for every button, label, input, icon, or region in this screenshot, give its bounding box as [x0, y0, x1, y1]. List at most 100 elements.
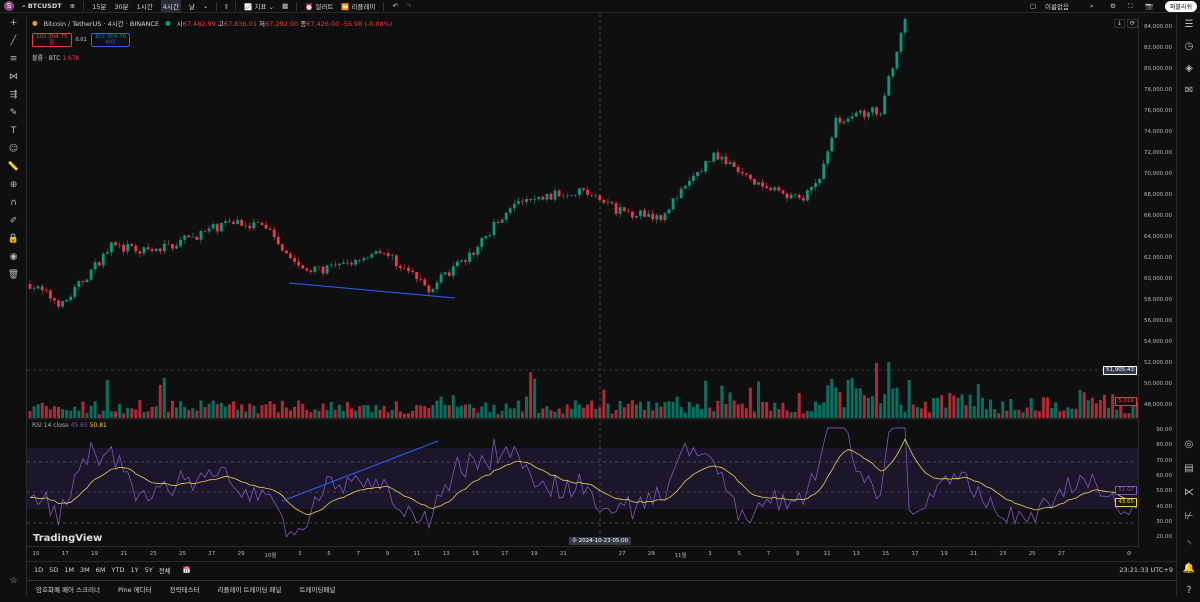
trendline-rsi[interactable] — [281, 440, 439, 502]
trendline-price[interactable] — [288, 282, 456, 299]
time-label: 29 — [647, 551, 655, 557]
volume-bar — [89, 405, 93, 418]
candle — [114, 242, 117, 246]
right-sidebar: ☰ ◷ ◈ ✉ ◎ ▤ ⋉ ⊬ ◝ 🔔 ? — [1176, 14, 1200, 596]
time-axis[interactable]: 15 17 19 21 23 25 27 29 10월 3 5 7 9 11 13 15 17 19 21 27 29 1… — [27, 537, 1138, 560]
star-icon[interactable]: ☆ — [9, 576, 18, 586]
forecast-icon[interactable]: ⇶ — [9, 90, 18, 100]
camera-icon[interactable]: 📷 — [1145, 2, 1154, 10]
layout-icon[interactable]: ▢ — [1030, 2, 1037, 10]
scroll-down-icon[interactable]: ↓ — [1114, 19, 1126, 28]
help-icon[interactable]: ? — [1186, 585, 1192, 596]
range-5D[interactable]: 5D — [49, 565, 59, 574]
candle — [753, 178, 756, 185]
fib-icon[interactable]: ≡ — [9, 54, 18, 64]
zoom-icon[interactable]: ⊕ — [9, 180, 18, 190]
interval-1d[interactable]: 날 — [188, 3, 195, 11]
range-5Y[interactable]: 5Y — [144, 565, 153, 574]
range-1D[interactable]: 1D — [34, 565, 44, 574]
candle — [740, 171, 744, 174]
range-3M[interactable]: 3M — [80, 565, 90, 574]
range-YTD[interactable]: YTD — [111, 565, 125, 574]
avatar[interactable]: S — [4, 1, 14, 11]
symbol-search[interactable]: ⌕ BTCUSDT — [22, 1, 62, 10]
candle — [582, 188, 585, 190]
interval-15m[interactable]: 15분 — [92, 3, 107, 11]
brush-icon[interactable]: ✎ — [9, 108, 18, 118]
undo-icon[interactable]: ↶ — [392, 2, 398, 10]
price-axis[interactable]: 84,000.00 82,000.00 80,000.00 78,000.00 76,0… — [1103, 14, 1176, 548]
bell-icon[interactable]: 🔔 — [1182, 563, 1196, 574]
volume-bar — [647, 401, 651, 418]
gear-icon[interactable]: ⚙ — [1110, 2, 1116, 10]
reset-icon[interactable]: ⟳ — [1127, 19, 1139, 28]
bottom-tab[interactable]: 트레이딩패널 — [299, 585, 336, 594]
volume-bar — [260, 405, 264, 418]
bottom-tab[interactable]: 암호화폐 페어 스크리너 — [36, 585, 100, 594]
candle — [712, 152, 716, 162]
layers-icon[interactable]: ◈ — [1185, 63, 1193, 74]
candle — [329, 264, 333, 266]
redo-icon[interactable]: ↷ — [405, 2, 412, 10]
options-icon[interactable]: ⊬ — [1184, 511, 1194, 522]
range-1M[interactable]: 1M — [64, 565, 75, 574]
pattern-icon[interactable]: ⋈ — [9, 72, 18, 82]
chart-canvas[interactable]: TradingView — [27, 14, 1138, 546]
volume-bar — [1074, 408, 1078, 418]
volume-bar — [545, 405, 549, 418]
volume-bar — [639, 401, 642, 418]
layouts-icon[interactable]: ▦ — [282, 2, 289, 10]
layout-name[interactable]: 이름없음 — [1045, 3, 1069, 11]
quick-search-icon[interactable]: ⌕ — [1090, 1, 1094, 10]
volume-bar — [732, 400, 736, 418]
volume-bar — [44, 405, 48, 418]
time-label: 11 — [823, 551, 831, 557]
pattern-icon[interactable]: ⋉ — [1184, 487, 1194, 498]
goto-date-icon[interactable]: 📅 — [182, 565, 191, 574]
bottom-tab[interactable]: 전략테스터 — [169, 585, 200, 594]
buy-button[interactable]: 102,304.76 바이 — [90, 33, 131, 47]
range-6M[interactable]: 6M — [95, 565, 106, 574]
trendline-icon[interactable]: ╱ — [10, 36, 17, 46]
crosshair-time-tag: 수 2024-10-23 05:00 — [568, 537, 632, 545]
range-1Y[interactable]: 1Y — [130, 565, 139, 574]
indicators-button[interactable]: 📈 지표 ⌄ — [244, 3, 275, 11]
interval-4h[interactable]: 4시간 — [160, 0, 181, 12]
calendar-icon[interactable]: ▤ — [1184, 463, 1194, 474]
candle — [883, 95, 887, 115]
crosshair-icon[interactable]: + — [9, 18, 18, 28]
emoji-icon[interactable]: ☺ — [8, 144, 19, 154]
lock-icon[interactable]: 🔒 — [7, 234, 20, 244]
sell-button[interactable]: 102,304.75 팔 — [32, 33, 72, 47]
fullscreen-icon[interactable]: ⛶ — [1128, 1, 1133, 10]
rsi-axis-label: 40.00 — [1156, 503, 1172, 510]
candle — [643, 210, 646, 217]
publish-button[interactable]: 퍼블리쉬 — [1164, 1, 1197, 12]
interval-30m[interactable]: 30분 — [114, 3, 129, 11]
axis-settings-icon[interactable]: ⚙ — [1126, 551, 1132, 557]
candle-type-icon[interactable]: ⫾ — [225, 1, 228, 10]
watchlist-icon[interactable]: ☰ — [1184, 19, 1194, 30]
notes-icon[interactable]: ✉ — [1184, 85, 1194, 96]
time-label: 17 — [501, 551, 509, 557]
replay-button[interactable]: ⏪ 리플레이 — [341, 3, 376, 11]
text-icon[interactable]: T — [10, 126, 17, 136]
alert-button[interactable]: ⏰ 얼러트 — [305, 3, 334, 11]
ruler-icon[interactable]: 📏 — [7, 162, 20, 172]
bottom-tab[interactable]: 리플레이 트레이딩 패널 — [217, 585, 282, 594]
trash-icon[interactable]: 🗑 — [7, 270, 20, 280]
magnet-icon[interactable]: ∩ — [10, 198, 17, 208]
target-icon[interactable]: ◎ — [1184, 439, 1194, 450]
interval-1h[interactable]: 1시간 — [136, 3, 153, 11]
eye-icon[interactable]: ◉ — [9, 252, 18, 262]
clock[interactable]: 23:21:33 UTC+9 — [1119, 565, 1173, 574]
range-전체[interactable]: 전체 — [158, 566, 171, 575]
volume-bar — [700, 408, 704, 418]
clock-icon[interactable]: ◷ — [1184, 41, 1194, 52]
stream-icon[interactable]: ◝ — [1187, 539, 1191, 550]
volume-bar — [663, 402, 667, 418]
bottom-tab[interactable]: Pine 에디터 — [117, 585, 152, 594]
lock-draw-icon[interactable]: ✐ — [9, 216, 18, 226]
add-symbol-icon[interactable]: ⊕ — [69, 2, 76, 10]
chevron-down-icon[interactable]: ⌄ — [202, 2, 209, 10]
